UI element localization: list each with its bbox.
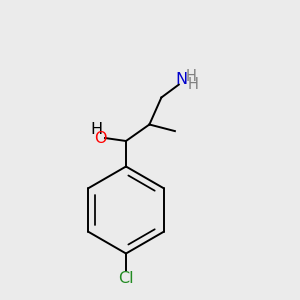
Text: Cl: Cl — [118, 271, 134, 286]
Text: H: H — [186, 69, 197, 84]
Text: H: H — [91, 122, 103, 136]
Text: N: N — [176, 72, 188, 87]
Text: O: O — [94, 131, 106, 146]
Text: H: H — [188, 77, 199, 92]
